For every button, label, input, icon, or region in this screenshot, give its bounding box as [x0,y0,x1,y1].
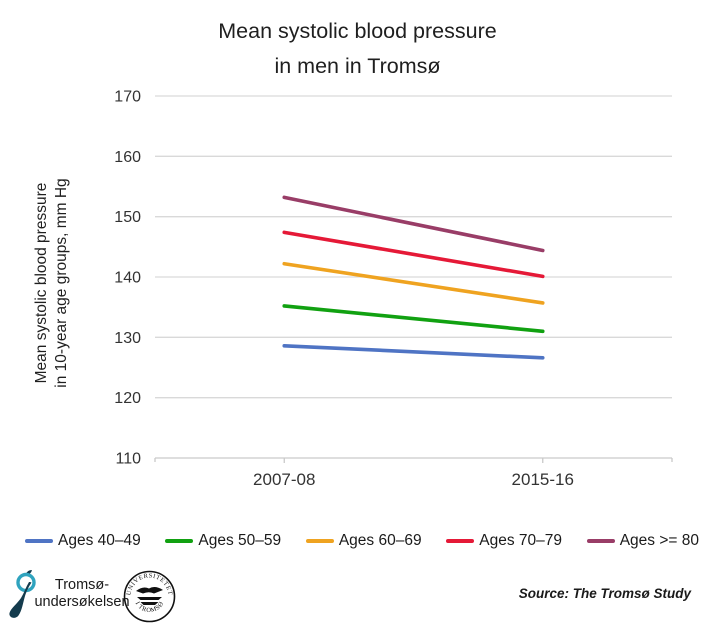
y-tick-label: 130 [114,330,141,347]
chart-title-line1: Mean systolic blood pressure [218,19,497,43]
legend-marker-line [25,539,53,543]
y-tick-labels-group: 110 120 130 140 150 160 170 [114,89,141,468]
legend-label: Ages >= 80 [619,532,699,549]
source-citation: Source: The Tromsø Study [518,586,691,601]
legend-label: Ages 60–69 [338,532,422,549]
seal-text-top: UNIVERSITETET [125,572,173,595]
legend-item: Ages 70–79 [446,532,562,550]
legend-marker-line [165,539,194,543]
legend-item: Ages 50–59 [165,532,281,550]
series-line-ages-40-49 [282,343,545,360]
series-line-ages-70-79 [282,230,545,279]
legend-item: Ages >= 80 [586,532,699,550]
legend-item: Ages 60–69 [305,532,422,550]
chart-title-line2: in men in Tromsø [274,54,441,78]
seal-emblem [136,587,163,605]
logo-text-line1: Tromsø- [54,577,110,593]
legend-label: Ages 70–79 [479,532,563,549]
series-line-ages-80 [282,195,545,253]
x-tick-labels-group: 2007-08 2015-16 [253,470,574,489]
chart-legend: Ages 40–49 Ages 50–59 Ages 60–69 Ages 70–79… [25,531,699,551]
gridlines-group [155,95,672,459]
legend-label: Ages 40–49 [58,532,141,549]
y-tick-label: 160 [114,149,141,166]
university-of-tromso-seal-icon: UNIVERSITETET I TROMSØ [123,570,176,623]
svg-text:UNIVERSITETET: UNIVERSITETET [125,572,173,595]
legend-marker-line [446,539,475,543]
chart-title: Mean systolic blood pressure in men in T… [0,14,715,84]
series-line-ages-50-59 [282,304,545,334]
tromso-study-logo-icon [9,570,36,618]
plot-area: 110 120 130 140 150 160 170 2007-08 2015-16 [114,89,673,489]
legend-item: Ages 40–49 [25,532,141,550]
legend-label: Ages 50–59 [198,532,282,549]
y-tick-label: 110 [115,451,141,468]
y-tick-label: 170 [114,89,141,106]
series-lines-group [282,195,545,360]
series-line-ages-60-69 [282,261,545,305]
y-tick-label: 120 [114,390,141,407]
y-tick-label: 140 [114,270,141,287]
legend-marker-line [305,539,334,543]
x-tick-label: 2015-16 [512,470,574,489]
y-tick-label: 150 [114,209,141,226]
logo-text-line2: undersøkelsen [34,594,130,610]
x-axis-ticks-group [154,458,673,463]
x-tick-label: 2007-08 [253,470,315,489]
tromso-study-logo-text: Tromsø- undersøkelsen [34,577,130,611]
legend-marker-line [586,539,615,543]
